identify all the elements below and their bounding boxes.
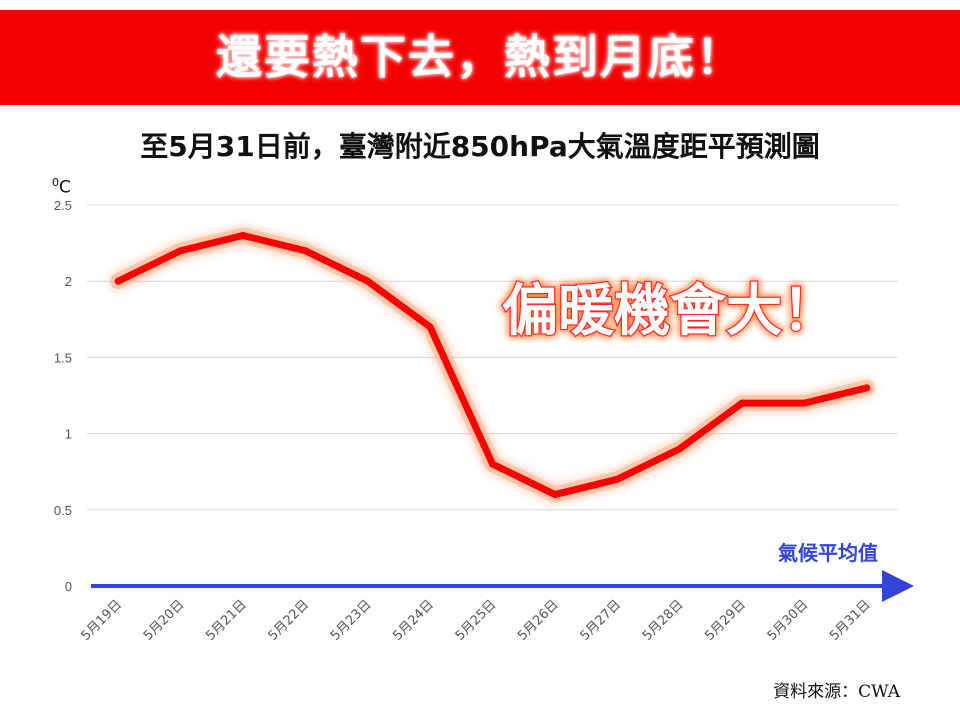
data-point [676, 445, 684, 453]
y-tick-label: 0 [65, 579, 72, 594]
chart-title: 至5月31日前，臺灣附近850hPa大氣溫度距平預測圖 [140, 130, 820, 163]
x-tick-label: 5月29日 [702, 597, 749, 644]
x-tick-label: 5月26日 [515, 597, 562, 644]
data-point [426, 323, 434, 331]
x-tick-label: 5月28日 [640, 597, 687, 644]
data-point [177, 247, 185, 255]
data-point [800, 399, 808, 407]
data-source: 資料來源：CWA [773, 677, 900, 702]
y-tick-label: 1.5 [54, 350, 72, 365]
data-point [551, 491, 559, 499]
x-tick-label: 5月30日 [765, 597, 812, 644]
baseline-label: 氣候平均值 [778, 541, 878, 565]
x-tick-label: 5月24日 [390, 597, 437, 644]
headline-banner: 還要熱下去，熱到月底！ [0, 10, 960, 105]
y-axis-unit-label: C [59, 177, 71, 198]
data-point [738, 399, 746, 407]
annotation-callout: 偏暖機會大！ [502, 279, 838, 344]
y-tick-label: 0.5 [54, 503, 72, 518]
x-tick-label: 5月23日 [328, 597, 375, 644]
x-tick-label: 5月22日 [266, 597, 313, 644]
data-point [613, 475, 621, 483]
series-line [114, 231, 871, 499]
x-tick-label: 5月27日 [578, 597, 625, 644]
x-tick-label: 5月21日 [203, 597, 250, 644]
y-tick-label: 2.5 [54, 198, 72, 213]
y-tick-label: 1 [65, 427, 72, 442]
x-tick-label: 5月19日 [78, 597, 125, 644]
x-tick-label: 5月31日 [827, 597, 874, 644]
data-point [301, 247, 309, 255]
x-tick-label: 5月25日 [453, 597, 500, 644]
data-point [239, 231, 247, 239]
y-axis-unit-base: 0 [52, 176, 59, 189]
x-tick-label: 5月20日 [141, 597, 188, 644]
y-axis-unit: 0C [52, 176, 71, 198]
y-tick-label: 2 [65, 274, 72, 289]
headline-title: 還要熱下去，熱到月底！ [216, 30, 744, 84]
data-point [114, 277, 122, 285]
data-point [489, 460, 496, 468]
data-point [863, 384, 871, 392]
data-point [364, 277, 372, 285]
source-value: CWA [858, 682, 900, 702]
source-label: 資料來源： [773, 682, 859, 702]
